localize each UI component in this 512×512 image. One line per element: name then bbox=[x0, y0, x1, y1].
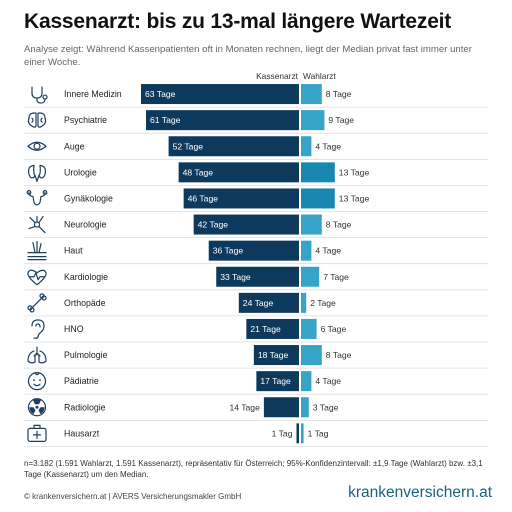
label-kassenarzt: 1 Tag bbox=[272, 428, 293, 438]
label-kassenarzt: 18 Tage bbox=[258, 350, 289, 360]
bar-kassenarzt bbox=[141, 84, 299, 105]
heart-pulse-icon bbox=[27, 269, 47, 286]
bar-kassenarzt bbox=[216, 266, 299, 287]
bar-wahlarzt bbox=[301, 110, 325, 131]
bar-wahlarzt bbox=[301, 136, 312, 157]
skin-icon bbox=[27, 241, 47, 261]
category-label: Haut bbox=[64, 246, 83, 256]
category-label: Pulmologie bbox=[64, 350, 108, 360]
legend-wahlarzt: Wahlarzt bbox=[303, 71, 336, 81]
label-kassenarzt: 17 Tage bbox=[260, 376, 291, 386]
bar-kassenarzt bbox=[193, 214, 299, 235]
category-label: Gynäkologie bbox=[64, 193, 113, 203]
kidney-icon bbox=[27, 164, 47, 182]
label-wahlarzt: 3 Tage bbox=[313, 402, 339, 412]
uterus-icon bbox=[26, 190, 48, 206]
stethoscope-icon bbox=[31, 86, 48, 104]
label-wahlarzt: 8 Tage bbox=[326, 220, 352, 230]
bar-wahlarzt bbox=[301, 84, 322, 105]
label-kassenarzt: 36 Tage bbox=[213, 246, 244, 256]
category-label: Urologie bbox=[64, 167, 97, 177]
bar-wahlarzt bbox=[301, 214, 322, 235]
label-kassenarzt: 46 Tage bbox=[188, 193, 219, 203]
label-kassenarzt: 48 Tage bbox=[183, 167, 214, 177]
bar-kassenarzt bbox=[263, 397, 299, 418]
category-label: Psychiatrie bbox=[64, 115, 107, 125]
label-wahlarzt: 8 Tage bbox=[326, 350, 352, 360]
bar-wahlarzt bbox=[301, 240, 312, 261]
bar-wahlarzt bbox=[301, 266, 320, 287]
lungs-icon bbox=[27, 346, 47, 364]
label-wahlarzt: 13 Tage bbox=[339, 167, 370, 177]
bar-wahlarzt bbox=[301, 162, 335, 183]
bar-kassenarzt bbox=[208, 240, 299, 261]
label-wahlarzt: 9 Tage bbox=[328, 115, 354, 125]
label-kassenarzt: 52 Tage bbox=[173, 141, 204, 151]
bar-kassenarzt bbox=[256, 371, 299, 392]
bar-kassenarzt bbox=[168, 136, 299, 157]
category-label: Radiologie bbox=[64, 402, 106, 412]
bar-wahlarzt bbox=[301, 188, 335, 209]
bar-kassenarzt bbox=[146, 110, 299, 131]
category-label: Kardiologie bbox=[64, 272, 108, 282]
bar-wahlarzt bbox=[301, 423, 304, 444]
label-wahlarzt: 4 Tage bbox=[315, 376, 341, 386]
chart-subtitle: Analyse zeigt: Während Kassenpatienten o… bbox=[24, 44, 472, 68]
label-kassenarzt: 21 Tage bbox=[250, 324, 281, 334]
bar-wahlarzt bbox=[301, 318, 317, 339]
label-wahlarzt: 7 Tage bbox=[323, 272, 349, 282]
brand-logo-text: krankenversichern.at bbox=[348, 484, 492, 501]
bar-kassenarzt bbox=[183, 188, 299, 209]
label-wahlarzt: 4 Tage bbox=[315, 141, 341, 151]
label-kassenarzt: 24 Tage bbox=[243, 298, 274, 308]
radiation-icon bbox=[27, 398, 47, 417]
category-label: Hausarzt bbox=[64, 428, 100, 438]
eye-icon bbox=[27, 141, 47, 151]
bar-kassenarzt bbox=[178, 162, 299, 183]
label-kassenarzt: 14 Tage bbox=[229, 402, 260, 412]
legend-kassenarzt: Kassenarzt bbox=[256, 71, 299, 81]
neuron-icon bbox=[28, 215, 46, 234]
bar-kassenarzt bbox=[253, 345, 299, 366]
label-kassenarzt: 61 Tage bbox=[150, 115, 181, 125]
category-label: Auge bbox=[64, 141, 85, 151]
bar-wahlarzt bbox=[301, 397, 309, 418]
footnote: n=3.182 (1.591 Wahlarzt, 1.591 Kassenarz… bbox=[24, 459, 483, 479]
category-label: Innere Medizin bbox=[64, 89, 122, 99]
brain-icon bbox=[27, 112, 47, 128]
category-label: Neurologie bbox=[64, 220, 107, 230]
category-label: Orthopäde bbox=[64, 298, 106, 308]
copyright: © krankenversichern.at | AVERS Versicher… bbox=[24, 492, 242, 501]
category-label: HNO bbox=[64, 324, 84, 334]
bar-wahlarzt bbox=[301, 345, 322, 366]
label-wahlarzt: 8 Tage bbox=[326, 89, 352, 99]
bar-kassenarzt bbox=[238, 292, 299, 313]
bone-icon bbox=[27, 293, 47, 313]
ear-icon bbox=[31, 319, 45, 339]
label-kassenarzt: 42 Tage bbox=[198, 220, 229, 230]
label-kassenarzt: 63 Tage bbox=[145, 89, 176, 99]
label-wahlarzt: 2 Tage bbox=[310, 298, 336, 308]
label-wahlarzt: 13 Tage bbox=[339, 193, 370, 203]
label-wahlarzt: 1 Tag bbox=[308, 428, 329, 438]
medical-bag-icon bbox=[27, 424, 47, 442]
label-wahlarzt: 6 Tage bbox=[321, 324, 347, 334]
bar-wahlarzt bbox=[301, 292, 307, 313]
bar-kassenarzt bbox=[296, 423, 299, 444]
label-wahlarzt: 4 Tage bbox=[315, 246, 341, 256]
label-kassenarzt: 33 Tage bbox=[220, 272, 251, 282]
bar-kassenarzt bbox=[246, 318, 299, 339]
category-label: Pädiatrie bbox=[64, 376, 99, 386]
child-face-icon bbox=[27, 372, 47, 391]
chart-title: Kassenarzt: bis zu 13-mal längere Wartez… bbox=[24, 10, 452, 33]
bar-wahlarzt bbox=[301, 371, 312, 392]
